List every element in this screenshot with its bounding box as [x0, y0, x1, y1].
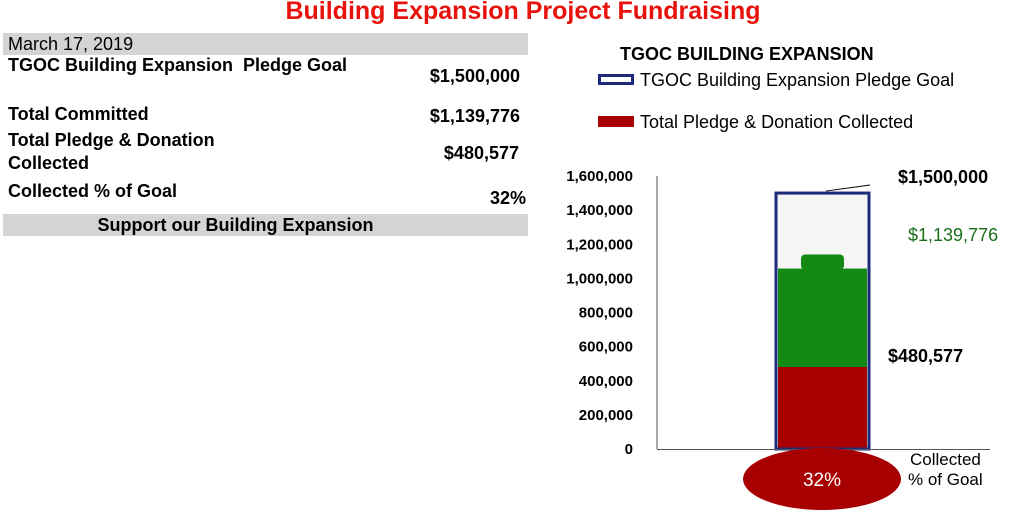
goal-value-label: $1,500,000 [898, 167, 988, 187]
bulb-percent-label: 32% [803, 470, 841, 491]
support-banner: Support our Building Expansion [3, 214, 528, 236]
thermometer-bulb [743, 448, 901, 510]
bulb-caption-line2: % of Goal [908, 470, 983, 489]
legend-item-collected: Total Pledge & Donation Collected [598, 112, 1008, 136]
legend-label-goal: TGOC Building Expansion Pledge Goal [640, 70, 955, 90]
row-value: 32% [489, 188, 526, 208]
committed-bar-top [801, 254, 844, 270]
legend-swatch-goal [598, 74, 634, 85]
table-row: TGOC Building Expansion Pledge Goal $1,5… [3, 54, 528, 100]
collected-value-label: $480,577 [888, 346, 963, 366]
row-value: $480,577 [443, 143, 519, 163]
committed-value-label: $1,139,776 [908, 225, 998, 245]
chart-title: TGOC BUILDING EXPANSION [620, 44, 874, 64]
row-label: Total Pledge & Donation Collected [8, 130, 220, 173]
row-value: $1,139,776 [429, 106, 520, 126]
summary-table: March 17, 2019 TGOC Building Expansion P… [3, 33, 528, 236]
report-date: March 17, 2019 [3, 33, 528, 55]
y-tick-label: 400,000 [579, 373, 633, 390]
bulb-caption-line1: Collected [910, 450, 981, 469]
table-row: Total Pledge & Donation Collected $480,5… [3, 129, 528, 175]
committed-bar [778, 268, 867, 368]
y-tick-label: 800,000 [579, 305, 633, 322]
row-label: Collected % of Goal [8, 181, 178, 201]
legend-swatch-collected [598, 116, 634, 127]
y-tick-label: 600,000 [579, 339, 633, 356]
y-tick-label: 1,600,000 [566, 168, 633, 185]
row-value: $1,500,000 [429, 66, 520, 86]
legend-item-goal: TGOC Building Expansion Pledge Goal [598, 70, 1008, 112]
legend-label-collected: Total Pledge & Donation Collected [640, 112, 914, 132]
y-tick-label: 0 [625, 441, 633, 458]
collected-bar [778, 367, 867, 449]
page-title: Building Expansion Project Fundraising [285, 0, 761, 25]
y-tick-label: 1,000,000 [566, 270, 633, 287]
y-tick-label: 1,400,000 [566, 202, 633, 219]
row-label: TGOC Building Expansion Pledge Goal [8, 55, 348, 75]
chart-legend: TGOC Building Expansion Pledge Goal Tota… [598, 70, 1008, 136]
row-label: Total Committed [8, 104, 149, 124]
y-tick-label: 1,200,000 [566, 236, 633, 253]
y-tick-label: 200,000 [579, 407, 633, 424]
goal-leader-line [825, 184, 871, 192]
